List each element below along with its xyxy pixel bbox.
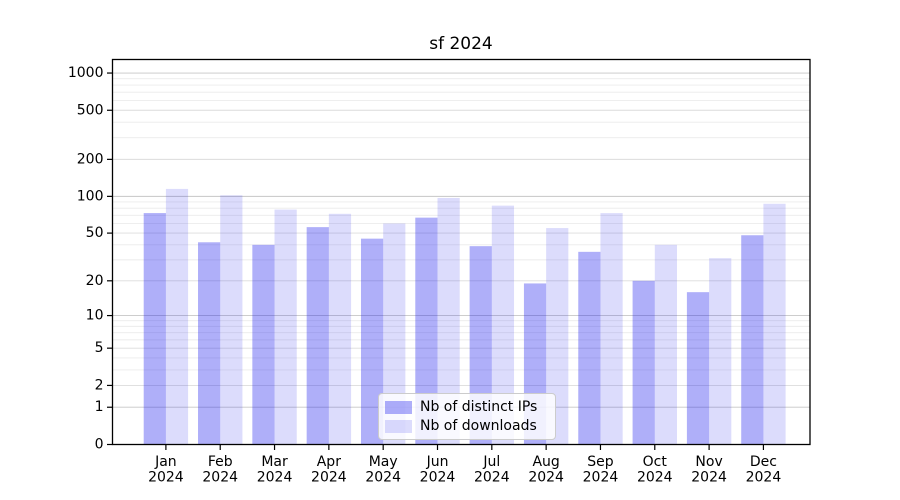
bar-ips-oct xyxy=(632,280,655,445)
bar-downloads-aug xyxy=(546,228,569,445)
x-tick-label-year-jan: 2024 xyxy=(148,470,184,486)
y-tick-label-10: 10 xyxy=(86,308,104,324)
x-tick-label-year-aug: 2024 xyxy=(528,470,564,486)
legend-item-downloads: Nb of downloads xyxy=(385,419,549,433)
y-tick-label-1000: 1000 xyxy=(68,65,104,81)
x-tick-label-year-may: 2024 xyxy=(365,470,401,486)
x-tick-label-year-nov: 2024 xyxy=(691,470,727,486)
bar-ips-nov xyxy=(686,292,710,445)
x-tick-label-year-jun: 2024 xyxy=(420,470,456,486)
x-tick-label-month-mar: Mar xyxy=(261,454,288,470)
x-tick-label-month-feb: Feb xyxy=(208,454,233,470)
x-tick-label-year-apr: 2024 xyxy=(311,470,347,486)
bar-ips-jan xyxy=(143,213,166,445)
y-tick-label-2: 2 xyxy=(95,377,104,393)
x-tick-label-month-jan: Jan xyxy=(154,454,177,470)
bar-ips-mar xyxy=(252,244,275,445)
legend-label-downloads: Nb of downloads xyxy=(420,418,537,434)
bar-downloads-jun xyxy=(437,197,460,445)
bar-ips-jun xyxy=(415,217,438,445)
x-tick-label-month-aug: Aug xyxy=(532,454,559,470)
x-tick-label-year-sep: 2024 xyxy=(583,470,619,486)
bar-downloads-nov xyxy=(709,258,732,445)
legend-item-distinct-ips: Nb of distinct IPs xyxy=(385,400,549,414)
y-tick-label-50: 50 xyxy=(86,225,104,241)
x-tick-label-month-jun: Jun xyxy=(426,454,449,470)
legend-swatch-distinct-ips xyxy=(385,400,412,414)
bar-downloads-mar xyxy=(274,209,297,445)
bar-downloads-feb xyxy=(220,195,243,445)
x-tick-label-year-mar: 2024 xyxy=(257,470,293,486)
x-tick-label-month-apr: Apr xyxy=(317,454,341,470)
x-tick-label-month-jul: Jul xyxy=(482,454,500,470)
x-tick-label-year-oct: 2024 xyxy=(637,470,673,486)
y-tick-label-200: 200 xyxy=(77,151,104,167)
x-tick-label-year-feb: 2024 xyxy=(202,470,238,486)
x-tick-label-month-nov: Nov xyxy=(695,454,722,470)
bar-ips-feb xyxy=(198,242,221,445)
bar-downloads-oct xyxy=(654,244,677,445)
bar-downloads-jul xyxy=(491,205,515,445)
y-tick-label-100: 100 xyxy=(77,188,104,204)
x-tick-label-year-dec: 2024 xyxy=(746,470,782,486)
x-tick-label-month-may: May xyxy=(369,454,398,470)
bar-downloads-dec xyxy=(763,203,786,445)
y-tick-label-0: 0 xyxy=(95,437,104,453)
legend-label-distinct-ips: Nb of distinct IPs xyxy=(420,399,538,415)
bar-downloads-sep xyxy=(600,213,623,445)
bar-downloads-apr xyxy=(328,213,352,445)
chart-title: sf 2024 xyxy=(429,34,493,54)
y-tick-label-20: 20 xyxy=(86,273,104,289)
bar-ips-may xyxy=(360,238,384,445)
legend: Nb of distinct IPs Nb of downloads xyxy=(378,393,556,440)
bar-ips-apr xyxy=(306,227,329,445)
bar-ips-sep xyxy=(578,251,601,445)
x-tick-label-month-dec: Dec xyxy=(750,454,777,470)
bar-ips-dec xyxy=(741,235,764,445)
y-tick-label-1: 1 xyxy=(95,399,104,415)
y-tick-label-500: 500 xyxy=(77,102,104,118)
axes-frame xyxy=(111,58,811,446)
bar-downloads-may xyxy=(383,223,406,445)
y-tick-label-5: 5 xyxy=(95,340,104,356)
x-tick-label-month-sep: Sep xyxy=(587,454,614,470)
legend-swatch-downloads xyxy=(385,419,412,433)
x-tick-label-year-jul: 2024 xyxy=(474,470,510,486)
x-tick-label-month-oct: Oct xyxy=(643,454,668,470)
bar-downloads-jan xyxy=(165,188,189,445)
